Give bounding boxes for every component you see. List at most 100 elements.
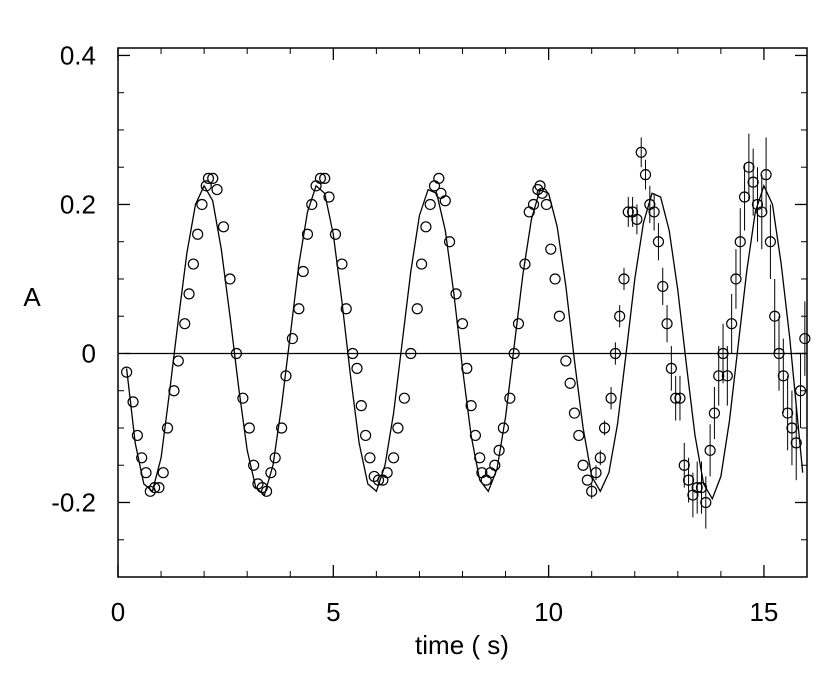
- open-circle-marker: [415, 258, 428, 270]
- y-tick-label: 0.2: [60, 189, 96, 219]
- data-point: [196, 198, 208, 211]
- data-point: [504, 392, 516, 404]
- data-point: [131, 429, 143, 442]
- data-point: [670, 375, 682, 421]
- axis-tick-labels: 0 5 10 15 -0.2 0 0.2 0.4: [51, 40, 778, 627]
- open-circle-marker: [726, 318, 738, 330]
- data-point: [519, 258, 531, 270]
- open-circle-marker: [747, 176, 759, 188]
- open-circle-marker: [622, 206, 634, 218]
- open-circle-marker: [773, 347, 785, 360]
- data-point: [581, 474, 593, 486]
- data-point: [415, 258, 428, 270]
- open-circle-marker: [398, 392, 410, 404]
- open-circle-marker: [196, 198, 208, 211]
- open-circle-marker: [355, 400, 367, 412]
- open-circle-marker: [168, 385, 180, 397]
- data-point: [297, 265, 309, 278]
- open-circle-marker: [424, 198, 436, 211]
- data-point: [730, 249, 742, 309]
- data-point: [340, 303, 352, 315]
- open-circle-marker: [411, 303, 423, 315]
- data-point: [202, 172, 215, 184]
- open-circle-marker: [678, 459, 690, 471]
- data-point: [704, 424, 716, 477]
- open-circle-marker: [381, 467, 393, 479]
- open-circle-marker: [211, 183, 223, 196]
- data-point: [721, 346, 733, 406]
- data-point: [319, 172, 331, 184]
- x-tick-label: 0: [111, 597, 125, 627]
- data-point: [743, 133, 755, 201]
- data-point: [573, 429, 585, 442]
- data-point: [536, 187, 548, 199]
- data-point: [237, 392, 249, 404]
- open-circle-marker: [314, 172, 326, 184]
- open-circle-marker: [594, 452, 606, 464]
- open-circle-marker: [777, 370, 789, 382]
- open-circle-marker: [439, 195, 451, 207]
- open-circle-marker: [405, 347, 417, 360]
- data-point: [497, 422, 510, 434]
- open-circle-marker: [618, 273, 630, 285]
- open-circle-marker: [794, 385, 807, 397]
- open-circle-marker: [695, 481, 708, 494]
- open-circle-marker: [433, 172, 445, 184]
- open-circle-marker: [372, 474, 385, 486]
- open-circle-marker: [140, 467, 152, 479]
- data-point: [121, 366, 133, 378]
- data-point: [782, 375, 794, 451]
- data-point: [726, 293, 738, 354]
- data-point: [260, 485, 273, 497]
- data-point: [469, 429, 482, 442]
- data-point: [388, 452, 400, 464]
- data-point: [433, 172, 445, 184]
- open-circle-marker: [450, 288, 462, 300]
- data-point: [648, 193, 660, 231]
- data-point: [777, 338, 789, 414]
- data-point: [392, 422, 404, 434]
- data-point: [590, 465, 602, 481]
- data-point: [700, 476, 712, 529]
- data-point: [564, 377, 576, 389]
- open-circle-marker: [519, 258, 531, 270]
- data-point: [405, 347, 417, 360]
- data-point: [200, 180, 212, 192]
- data-point: [540, 198, 553, 211]
- data-point: [280, 370, 292, 382]
- open-circle-marker: [340, 303, 352, 315]
- open-circle-marker: [504, 392, 516, 404]
- data-point: [183, 288, 195, 300]
- data-point: [769, 278, 781, 354]
- data-point: [157, 467, 169, 479]
- open-circle-marker: [306, 198, 318, 211]
- open-circle-marker: [577, 459, 589, 471]
- open-circle-marker: [564, 377, 576, 389]
- data-point: [786, 390, 798, 466]
- y-tick-label: 0.4: [60, 40, 96, 70]
- data-point: [329, 228, 342, 240]
- data-point: [622, 197, 634, 227]
- open-circle-marker: [508, 347, 520, 360]
- data-point: [652, 223, 665, 261]
- open-circle-marker: [260, 485, 273, 497]
- data-point: [265, 467, 277, 479]
- open-circle-marker: [605, 392, 617, 404]
- open-circle-marker: [224, 273, 236, 285]
- data-point: [347, 347, 359, 360]
- open-circle-marker: [493, 444, 505, 456]
- data-point: [172, 355, 184, 367]
- open-circle-marker: [192, 228, 204, 240]
- open-circle-marker: [456, 318, 469, 330]
- open-circle-marker: [661, 318, 673, 330]
- data-point: [738, 163, 751, 231]
- open-circle-marker: [799, 332, 811, 345]
- open-circle-marker: [280, 370, 292, 382]
- open-circle-marker: [609, 347, 621, 360]
- data-point: [594, 450, 606, 466]
- open-circle-marker: [179, 318, 191, 330]
- data-point: [644, 185, 656, 224]
- open-circle-marker: [756, 206, 768, 218]
- data-point: [614, 305, 626, 328]
- open-circle-marker: [351, 362, 363, 374]
